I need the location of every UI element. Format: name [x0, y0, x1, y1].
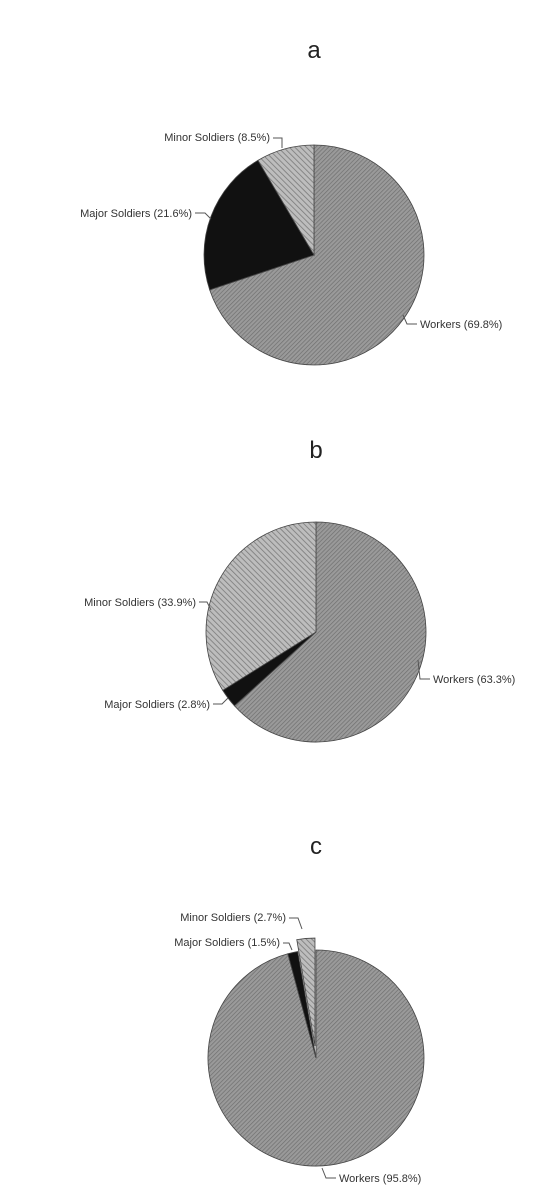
pie-slice-a-workers	[209, 144, 425, 366]
leader-line-a-major	[195, 212, 212, 220]
panel-title-c: c	[310, 833, 322, 860]
pie-panel-c: c Minor Soldiers (2.7%) Major Soldiers (…	[174, 833, 425, 1185]
slice-label-b-workers: Workers (63.3%)	[433, 674, 515, 686]
pie-slice-a-major	[203, 159, 315, 291]
pie-slice-b-workers	[233, 521, 427, 743]
pie-slice-c-minor	[296, 937, 316, 1047]
pie-panel-a: a Minor Soldiers (8.5%) Major Soldiers (…	[80, 37, 502, 366]
slice-label-c-workers: Workers (95.8%)	[339, 1173, 421, 1185]
panel-title-a: a	[307, 37, 321, 64]
panel-title-b: b	[309, 437, 322, 464]
slice-label-a-workers: Workers (69.8%)	[420, 319, 502, 331]
slice-label-c-minor: Minor Soldiers (2.7%)	[180, 912, 286, 924]
pie-slices-c	[207, 937, 425, 1167]
leader-line-b-minor	[199, 601, 212, 611]
slice-label-c-major: Major Soldiers (1.5%)	[174, 937, 280, 949]
slice-label-a-major: Major Soldiers (21.6%)	[80, 208, 192, 220]
pie-panel-b: b Minor Soldiers (33.9%) Major Soldiers …	[84, 437, 515, 743]
pie-slices-a	[203, 144, 425, 366]
leader-line-c-minor	[289, 917, 303, 930]
pie-slice-b-minor	[205, 521, 317, 691]
pie-slices-b	[205, 521, 427, 743]
leader-line-a-workers	[402, 314, 417, 325]
pie-slice-a-minor	[257, 144, 315, 257]
leader-line-b-major	[213, 697, 229, 705]
slice-label-b-major: Major Soldiers (2.8%)	[104, 699, 210, 711]
leader-line-b-workers	[417, 659, 430, 680]
leader-line-c-workers	[321, 1167, 336, 1179]
pie-slice-c-major	[287, 951, 317, 1059]
slice-label-a-minor: Minor Soldiers (8.5%)	[164, 132, 270, 144]
leader-line-a-minor	[273, 137, 283, 148]
leader-line-c-major	[283, 942, 293, 951]
slice-label-b-minor: Minor Soldiers (33.9%)	[84, 597, 196, 609]
